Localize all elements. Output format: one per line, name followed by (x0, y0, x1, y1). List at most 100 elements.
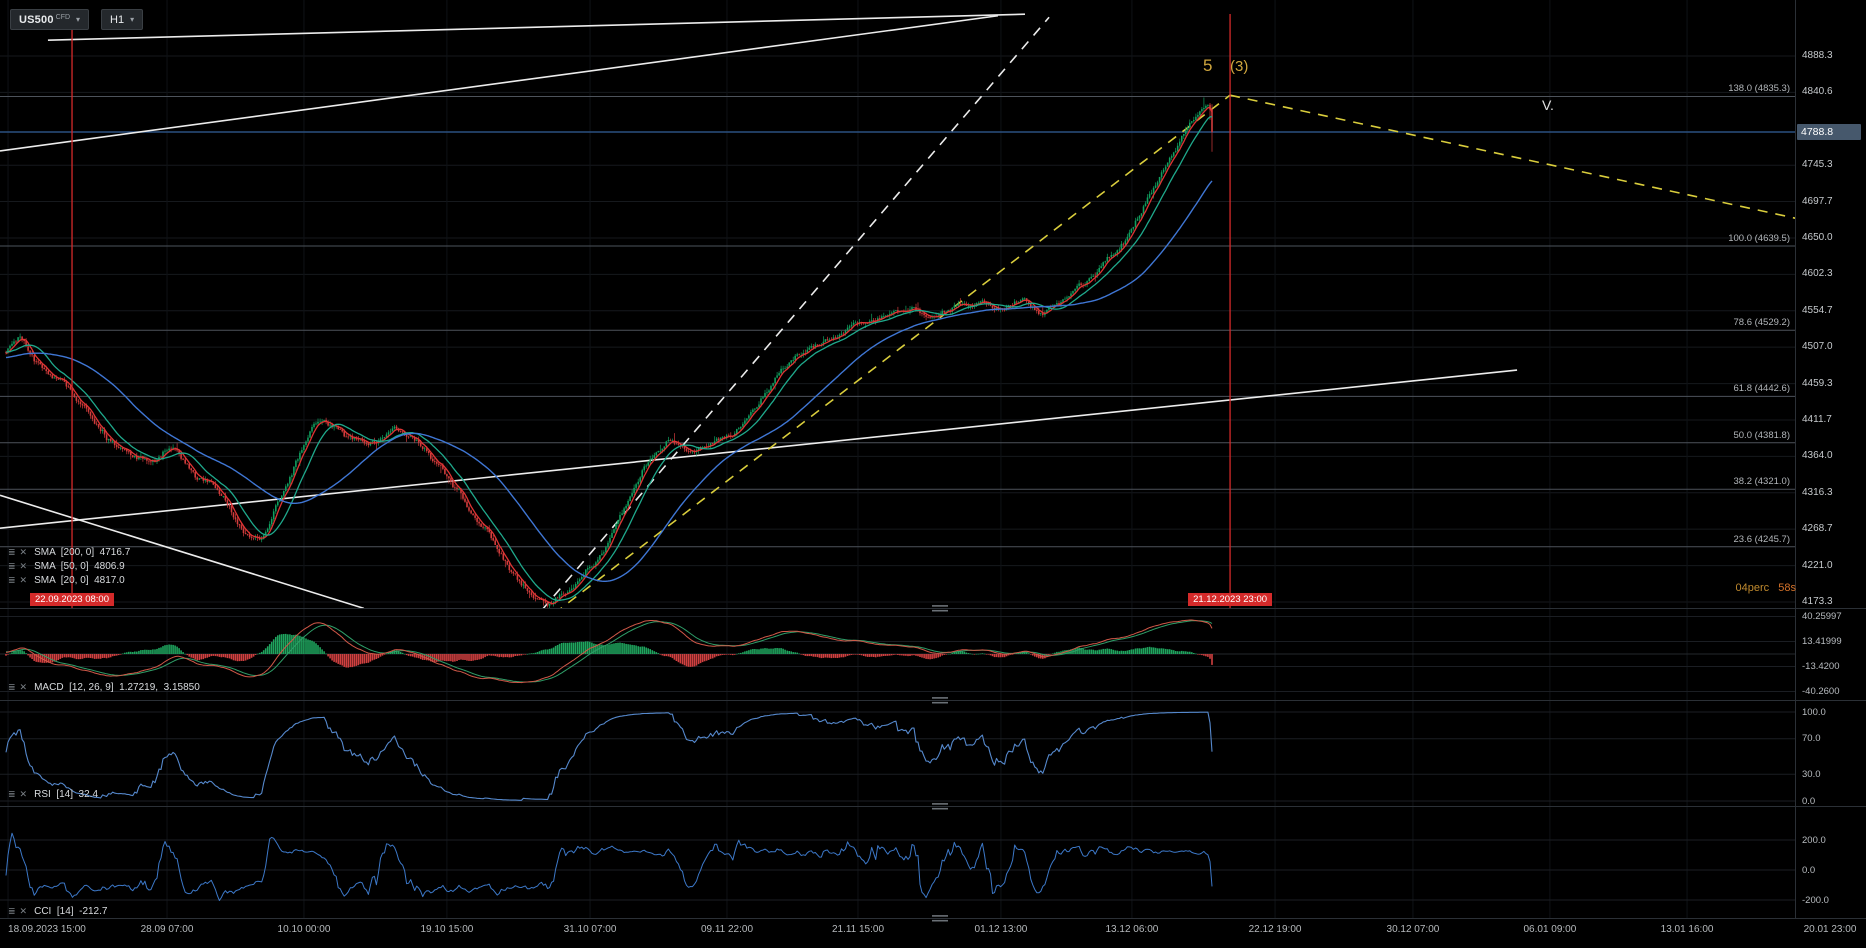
price-tick: 4316.3 (1802, 486, 1833, 498)
time-axis-label: 18.09.2023 15:00 (8, 924, 86, 935)
time-axis-label: 21.11 15:00 (831, 924, 885, 935)
time-axis-label: 31.10 07:00 (563, 924, 617, 935)
indicator-scale-label: 100.0 (1802, 706, 1826, 718)
marker-vlines[interactable] (71, 14, 1231, 608)
vline-label-left: 22.09.2023 08:00 (30, 593, 114, 606)
pane-resize-handle[interactable] (932, 605, 948, 612)
level-lines (0, 95, 1795, 548)
candles-series (5, 97, 1213, 608)
indicator-scale-label: 70.0 (1802, 733, 1821, 745)
upper-trendline-a (0, 14, 999, 152)
toolbar: US500 CFD ▾ H1 ▾ (10, 9, 144, 30)
chevron-down-icon: ▾ (76, 15, 81, 24)
time-axis-label: 09.11 22:00 (700, 924, 754, 935)
close-icon[interactable]: ✕ (19, 574, 28, 585)
timeframe-label: H1 (110, 13, 125, 26)
close-icon[interactable]: ✕ (19, 905, 28, 916)
moving-averages (5, 106, 1213, 605)
countdown-seconds: 58s (1778, 582, 1796, 594)
lower-support-trendline (0, 369, 1518, 529)
sma50-indicator-row: ≣ ✕ SMA [50, 0] 4806.9 (8, 560, 125, 572)
macd-label: MACD [12, 26, 9] 1.27219, 3.15850 (34, 681, 200, 693)
rsi-indicator-row: ≣ ✕ RSI [14] 32.4 (8, 788, 98, 800)
time-axis-label: 19.10 15:00 (420, 924, 474, 935)
rsi-label: RSI [14] 32.4 (34, 788, 99, 800)
wave-v-label: V. (1542, 97, 1554, 113)
fib-level-label: 100.0 (4639.5) (1728, 232, 1790, 244)
time-axis-label: 13.12 06:00 (1105, 924, 1159, 935)
cci-label: CCI [14] -212.7 (34, 905, 108, 917)
time-axis-label: 28.09 07:00 (140, 924, 194, 935)
price-tick: 4745.3 (1802, 159, 1833, 171)
current-price-label: 4788.8 (1797, 123, 1861, 140)
price-tick: 4268.7 (1802, 523, 1833, 535)
price-tick: 4507.0 (1802, 341, 1833, 353)
indicator-scale-label: -200.0 (1802, 894, 1829, 906)
indicator-scale-label: -13.4200 (1802, 661, 1840, 672)
fib-level-label: 38.2 (4321.0) (1733, 476, 1790, 488)
sma20-indicator-row: ≣ ✕ SMA [20, 0] 4817.0 (8, 574, 125, 586)
close-icon[interactable]: ✕ (19, 681, 28, 692)
price-tick: 4221.0 (1802, 559, 1833, 571)
close-icon[interactable]: ✕ (19, 788, 28, 799)
indicator-scale-label: 40.25997 (1802, 610, 1842, 622)
price-tick: 4411.7 (1802, 413, 1832, 425)
countdown-elapsed: 04perc (1735, 582, 1770, 594)
indicator-scale-label: 13.41999 (1802, 635, 1842, 647)
time-axis-label: 06.01 09:00 (1523, 924, 1577, 935)
pane-resize-handle[interactable] (932, 803, 948, 810)
time-axis-label: 22.12 19:00 (1248, 924, 1302, 935)
timeframe-selector[interactable]: H1 ▾ (101, 9, 144, 30)
sma200-indicator-row: ≣ ✕ SMA [200, 0] 4716.7 (8, 546, 130, 558)
close-icon[interactable]: ✕ (19, 560, 28, 571)
time-axis-label: 01.12 13:00 (974, 924, 1028, 935)
menu-icon[interactable]: ≣ (8, 788, 16, 799)
sma200-label: SMA [200, 0] 4716.7 (34, 546, 131, 558)
pane-resize-handle[interactable] (932, 915, 948, 922)
menu-icon[interactable]: ≣ (8, 546, 16, 557)
left-descending-trendline (0, 494, 365, 608)
vline-label-right: 21.12.2023 23:00 (1188, 593, 1273, 606)
sma20-label: SMA [20, 0] 4817.0 (34, 574, 125, 586)
wave-dashed-trendline-up (560, 94, 1231, 608)
price-tick: 4650.0 (1802, 231, 1833, 243)
fib-level-label: 78.6 (4529.2) (1733, 317, 1790, 329)
price-tick: 4173.3 (1802, 596, 1833, 607)
menu-icon[interactable]: ≣ (8, 560, 16, 571)
price-tick: 4459.3 (1802, 377, 1833, 389)
macd-indicator-row: ≣ ✕ MACD [12, 26, 9] 1.27219, 3.15850 (8, 681, 200, 693)
symbol-name: US500 (19, 13, 54, 26)
price-tick: 4888.3 (1802, 50, 1833, 61)
menu-icon[interactable]: ≣ (8, 905, 16, 916)
menu-icon[interactable]: ≣ (8, 574, 16, 585)
chevron-down-icon: ▾ (130, 15, 135, 24)
time-axis-label: 10.10 00:00 (277, 924, 331, 935)
price-tick: 4364.0 (1802, 450, 1833, 462)
pane-chrome[interactable] (0, 0, 1866, 922)
menu-icon[interactable]: ≣ (8, 681, 16, 692)
elliott-wave-5-label: 5 (1203, 56, 1213, 75)
price-tick: 4697.7 (1802, 195, 1833, 207)
grid-layer (0, 0, 1795, 918)
indicator-scale-label: 0.0 (1802, 864, 1816, 876)
pane-resize-handle[interactable] (932, 697, 948, 704)
symbol-type-badge: CFD (55, 13, 71, 21)
trendlines[interactable] (0, 13, 1802, 613)
time-axis-label: 13.01 16:00 (1660, 924, 1714, 935)
indicator-series (5, 619, 1213, 901)
cci-indicator-row: ≣ ✕ CCI [14] -212.7 (8, 905, 107, 917)
sma50-label: SMA [50, 0] 4806.9 (34, 560, 125, 572)
fib-level-label: 23.6 (4245.7) (1733, 533, 1790, 545)
fib-level-label: 138.0 (4835.3) (1728, 83, 1790, 95)
close-icon[interactable]: ✕ (19, 546, 28, 557)
symbol-selector[interactable]: US500 CFD ▾ (10, 9, 90, 30)
indicator-scale-label: 200.0 (1802, 834, 1826, 846)
time-axis-label: 30.12 07:00 (1386, 924, 1440, 935)
upper-trendline-b (47, 13, 1026, 41)
indicator-scale-label: 0.0 (1802, 795, 1816, 807)
fib-level-label: 61.8 (4442.6) (1733, 383, 1790, 395)
indicator-scale-label: 30.0 (1802, 768, 1821, 780)
price-tick: 4840.6 (1802, 86, 1833, 98)
